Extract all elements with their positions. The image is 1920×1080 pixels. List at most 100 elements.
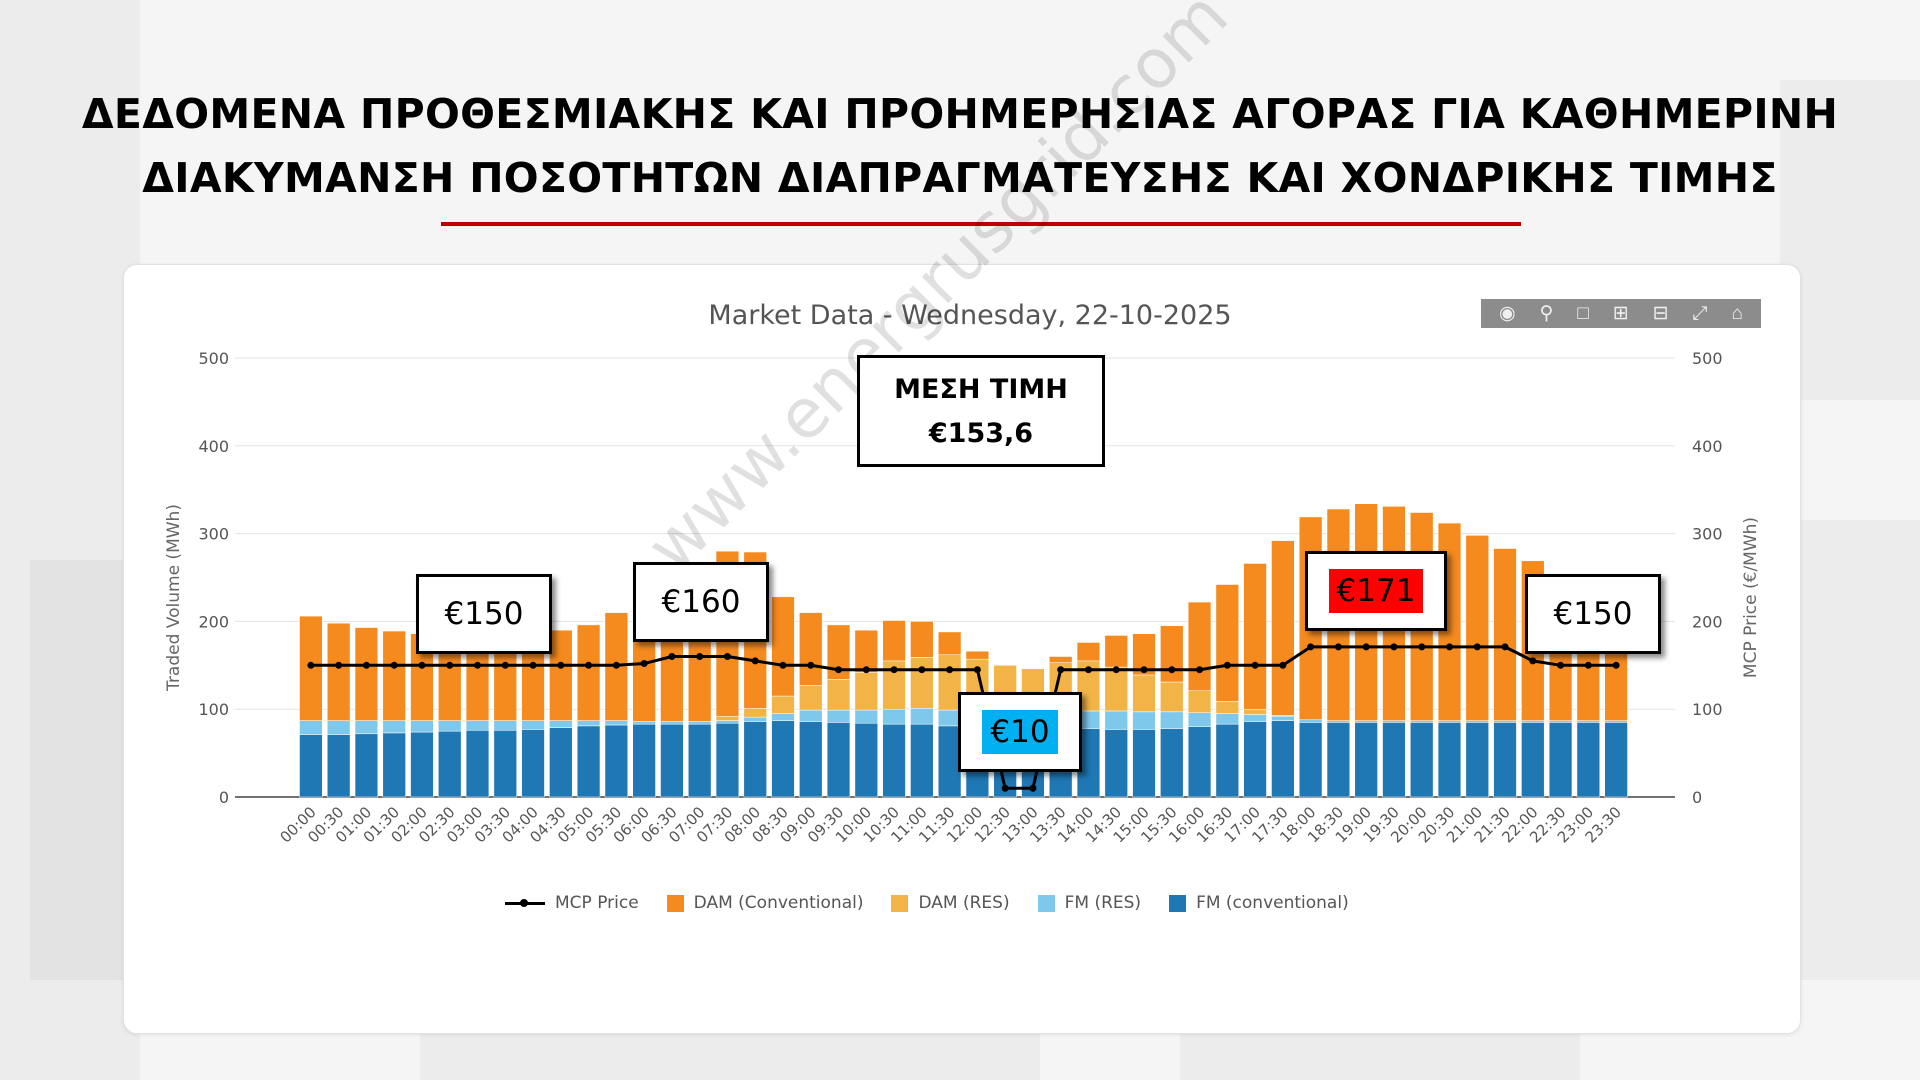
mcp-price-point: [1029, 784, 1037, 792]
legend-swatch: [1037, 894, 1055, 912]
mcp-price-point: [1557, 661, 1565, 669]
y2-tick-label: 100: [1692, 700, 1723, 719]
bar-segment: [354, 720, 379, 735]
bar-segment: [438, 720, 462, 732]
bar-segment: [799, 709, 823, 722]
bar-segment: [1243, 721, 1267, 798]
bar-segment: [1548, 722, 1573, 798]
bar-segment: [882, 620, 906, 662]
mcp-price-point: [696, 653, 704, 661]
bar-segment: [1215, 701, 1239, 714]
zoom-in-icon[interactable]: ⊞: [1612, 303, 1629, 324]
bar-segment: [549, 727, 573, 798]
mcp-price-point: [1140, 666, 1148, 674]
mcp-price-point: [612, 661, 620, 669]
bar-segment: [1243, 708, 1267, 715]
legend-line-swatch: [505, 898, 545, 908]
bar-segment: [382, 630, 406, 721]
legend-item-mcp-price[interactable]: MCP Price: [505, 893, 639, 913]
bar-segment: [1160, 625, 1184, 683]
bar-segment: [771, 720, 795, 798]
mcp-price-point: [418, 661, 426, 669]
mcp-price-point: [890, 666, 898, 674]
average-price-box: ΜΕΣΗ ΤΙΜΗ €153,6: [857, 355, 1105, 467]
mcp-price-point: [862, 666, 870, 674]
y-tick-label: 100: [198, 700, 229, 719]
bar-segment: [604, 720, 629, 726]
bar-segment: [1104, 729, 1128, 798]
bar-segment: [1493, 548, 1517, 721]
y-tick-label: 300: [198, 525, 229, 544]
camera-icon[interactable]: ◉: [1498, 303, 1516, 324]
bar-segment: [493, 730, 517, 798]
y-tick-label: 200: [198, 612, 229, 631]
mcp-price-point: [835, 666, 843, 674]
bar-segment: [1160, 711, 1184, 729]
bar-segment: [854, 709, 878, 724]
bar-segment: [854, 722, 878, 798]
y-axis-title: Traded Volume (MWh): [164, 504, 184, 692]
mcp-price-point: [668, 653, 676, 661]
legend-item-fm-conventional[interactable]: FM (conventional): [1169, 893, 1349, 913]
mcp-price-point: [946, 666, 954, 674]
mcp-price-point: [1390, 643, 1398, 651]
mcp-price-point: [1473, 643, 1481, 651]
bar-segment: [715, 722, 740, 798]
bar-segment: [1132, 711, 1156, 730]
mcp-price-point: [1612, 661, 1620, 669]
legend-item-fm-res[interactable]: FM (RES): [1037, 893, 1141, 913]
legend-label: DAM (RES): [918, 893, 1010, 913]
bar-segment: [1465, 722, 1489, 798]
select-icon[interactable]: □: [1577, 303, 1589, 324]
average-price-value: €153,6: [928, 418, 1034, 449]
mcp-price-point: [529, 661, 537, 669]
bar-segment: [1215, 723, 1239, 798]
bar-segment: [576, 725, 601, 798]
mcp-price-point: [779, 661, 787, 669]
bar-segment: [1187, 726, 1212, 798]
legend-item-dam-res[interactable]: DAM (RES): [891, 893, 1010, 913]
bar-segment: [1354, 720, 1378, 723]
bar-segment: [743, 708, 767, 718]
chart-title: Market Data - Wednesday, 22-10-2025: [708, 300, 1232, 331]
bar-segment: [910, 708, 934, 725]
bar-segment: [1104, 635, 1128, 668]
bar-segment: [465, 720, 490, 731]
bar-segment: [1493, 720, 1517, 723]
bar-segment: [299, 734, 323, 798]
legend-label: FM (conventional): [1196, 893, 1349, 913]
bar-segment: [1215, 584, 1239, 702]
mcp-price-point: [1584, 661, 1592, 669]
bar-segment: [1465, 720, 1489, 723]
bar-segment: [493, 720, 517, 731]
zoom-icon[interactable]: ⚲: [1539, 303, 1554, 324]
bar-segment: [937, 631, 962, 656]
bar-segment: [1354, 722, 1378, 798]
bar-segment: [1132, 674, 1156, 713]
home-icon[interactable]: ⌂: [1731, 303, 1744, 324]
bar-segment: [1437, 722, 1462, 798]
bar-segment: [327, 622, 351, 721]
legend-swatch: [1169, 894, 1187, 912]
bar-segment: [1187, 712, 1212, 728]
zoom-out-icon[interactable]: ⊟: [1652, 303, 1669, 324]
bar-segment: [799, 721, 823, 798]
legend-swatch: [891, 894, 909, 912]
bar-segment: [910, 723, 934, 798]
bar-segment: [826, 679, 851, 711]
bar-segment: [1298, 722, 1323, 798]
bar-segment: [743, 716, 767, 722]
bar-segment: [660, 723, 684, 798]
price-callout-evening: €171: [1305, 551, 1447, 631]
bar-segment: [1187, 690, 1212, 713]
bar-segment: [632, 721, 656, 725]
bar-segment: [1298, 719, 1323, 723]
bar-segment: [826, 722, 851, 798]
bar-segment: [1132, 729, 1156, 798]
bar-segment: [1576, 722, 1600, 798]
title-underline: [441, 222, 1521, 226]
legend-item-dam-conventional[interactable]: DAM (Conventional): [666, 893, 863, 913]
bar-segment: [688, 721, 712, 725]
autoscale-icon[interactable]: ⤢: [1692, 303, 1708, 324]
title-line-2: ΔΙΑΚΥΜΑΝΣΗ ΠΟΣΟΤΗΤΩΝ ΔΙΑΠΡΑΓΜΑΤΕΥΣΗΣ ΚΑΙ…: [142, 154, 1778, 202]
